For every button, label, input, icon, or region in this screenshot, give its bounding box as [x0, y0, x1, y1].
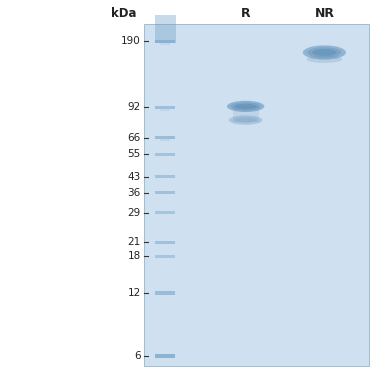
- Text: R: R: [241, 7, 250, 20]
- Text: 55: 55: [128, 149, 141, 159]
- Bar: [154, 191, 175, 194]
- Text: 36: 36: [128, 188, 141, 198]
- Ellipse shape: [234, 117, 257, 123]
- Text: 21: 21: [128, 237, 141, 247]
- Ellipse shape: [234, 104, 257, 109]
- Bar: [144, 24, 369, 366]
- Text: kDa: kDa: [111, 7, 136, 20]
- Text: NR: NR: [314, 7, 334, 20]
- Text: 92: 92: [128, 102, 141, 112]
- Bar: [154, 255, 175, 258]
- Bar: [154, 240, 175, 243]
- Bar: [154, 291, 175, 295]
- Bar: [154, 40, 175, 43]
- Bar: [160, 139, 170, 141]
- Ellipse shape: [307, 56, 342, 63]
- Bar: [154, 354, 175, 358]
- Text: 190: 190: [121, 36, 141, 46]
- Bar: [160, 43, 170, 45]
- Bar: [154, 106, 175, 109]
- Ellipse shape: [312, 49, 337, 56]
- Text: 66: 66: [128, 133, 141, 142]
- Bar: [232, 106, 259, 122]
- Bar: [154, 175, 175, 178]
- Ellipse shape: [231, 102, 261, 111]
- Text: 6: 6: [134, 351, 141, 361]
- Text: 43: 43: [128, 172, 141, 182]
- Ellipse shape: [303, 45, 346, 60]
- Text: 29: 29: [128, 208, 141, 218]
- Bar: [154, 15, 176, 43]
- Bar: [160, 109, 170, 111]
- Text: 12: 12: [128, 288, 141, 298]
- Ellipse shape: [229, 116, 262, 125]
- Bar: [154, 211, 175, 214]
- Ellipse shape: [308, 47, 341, 58]
- Bar: [154, 136, 175, 139]
- Ellipse shape: [227, 101, 264, 112]
- Bar: [154, 153, 175, 156]
- Text: 18: 18: [128, 251, 141, 261]
